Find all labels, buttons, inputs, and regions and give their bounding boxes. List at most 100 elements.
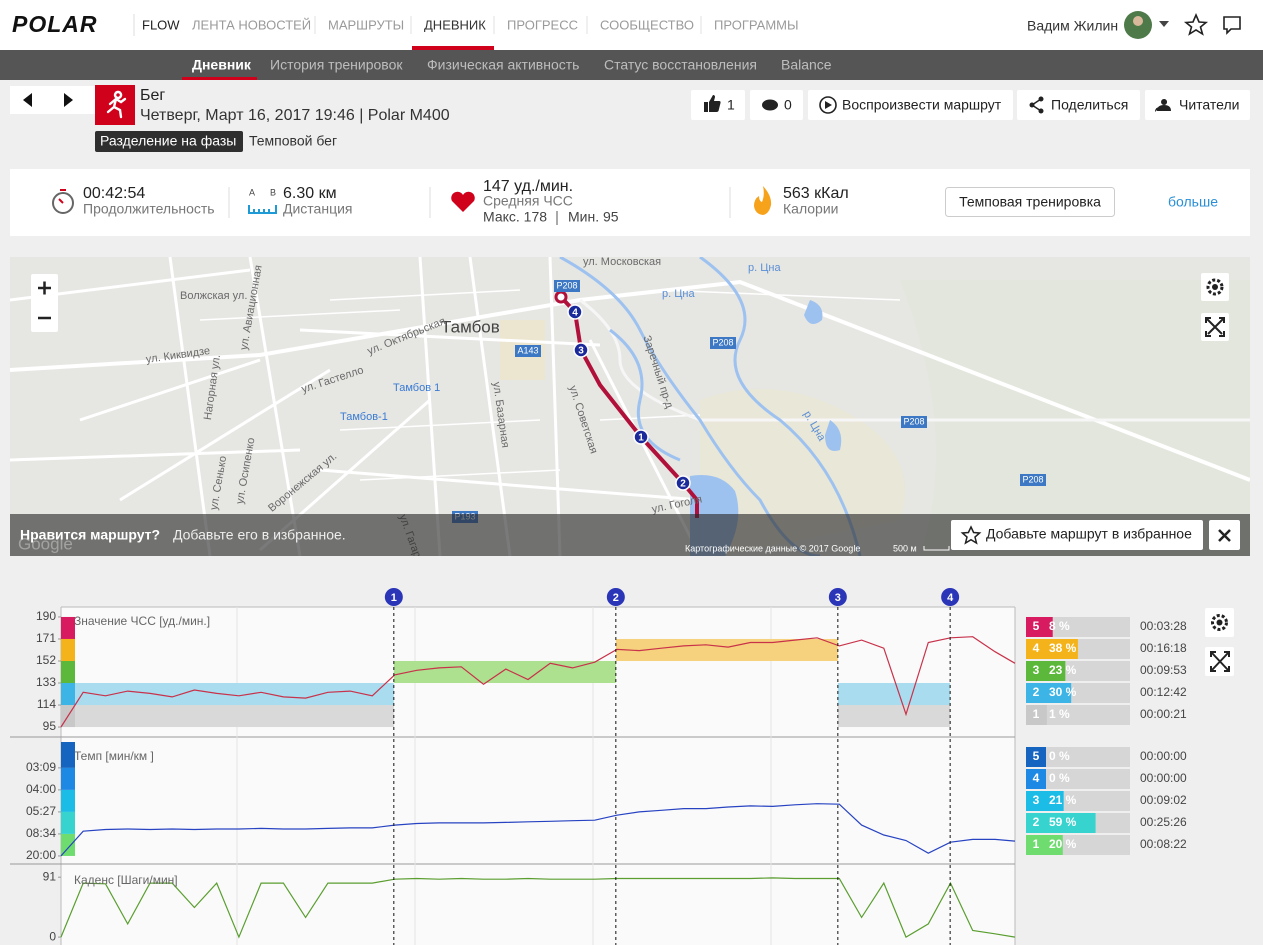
stopwatch-hand [58, 189, 66, 204]
messages-icon[interactable] [1223, 16, 1241, 35]
lap-label: 4 [947, 592, 954, 604]
readers-icon [1155, 99, 1171, 112]
sub-bar [0, 50, 1263, 80]
zone-strip [61, 683, 75, 706]
more-link[interactable]: больше [1168, 194, 1218, 210]
lap-marker[interactable] [384, 588, 403, 606]
fullscreen-icon [1205, 317, 1225, 337]
share-dot [1038, 108, 1044, 114]
road-badge [515, 345, 541, 357]
subnav-item[interactable]: Balance [781, 57, 832, 73]
roads [10, 257, 1250, 556]
zone-strip [61, 811, 75, 834]
zone-time: 00:16:18 [1140, 641, 1187, 655]
forest-area [900, 280, 1250, 556]
zone-time: 00:00:21 [1140, 707, 1187, 721]
nav-item-active[interactable]: ДНЕВНИК [424, 17, 486, 32]
zone-strip [61, 767, 75, 790]
user-name[interactable]: Вадим Жилин [1027, 18, 1118, 34]
zone-bar [1046, 705, 1047, 725]
play-icon [819, 96, 837, 114]
distance-label: Дистанция [283, 201, 353, 217]
zoom-in[interactable] [38, 281, 51, 295]
zone-bar [1046, 835, 1063, 855]
station-label: Тамбов-1 [340, 411, 388, 423]
favorite-button[interactable] [951, 520, 1203, 550]
logo[interactable]: POLAR [12, 11, 98, 37]
gear-center [1216, 619, 1223, 626]
active-underline [182, 77, 257, 80]
calories-label: Калории [783, 201, 838, 217]
zone-number-cell [1026, 769, 1046, 789]
zone-bar [1046, 813, 1096, 833]
chart-title: Каденс [Шаги/мин] [74, 873, 178, 887]
zone-number-cell [1026, 683, 1046, 703]
avatar-face [1133, 16, 1143, 26]
target-label: Темповая тренировка [959, 194, 1101, 210]
subnav-item[interactable]: Физическая активность [427, 57, 579, 73]
heart-rate-label: Средняя ЧСС [483, 193, 573, 209]
next-button[interactable] [64, 93, 73, 107]
caret[interactable] [1159, 21, 1169, 27]
target-zone [837, 705, 951, 728]
lap-marker[interactable] [633, 429, 649, 445]
zone-bar-bg [1046, 661, 1130, 681]
lap-marker[interactable] [567, 304, 583, 320]
zone-number-cell [1026, 617, 1046, 637]
target-button[interactable] [945, 187, 1115, 217]
subnav-item[interactable]: История тренировок [270, 57, 403, 73]
street-label: Волжская ул. [180, 290, 247, 302]
zone-strip [61, 638, 75, 661]
road-badge [710, 337, 736, 349]
river-label: р. Цна [662, 288, 695, 300]
road-label: P208 [556, 280, 577, 290]
favorites-icon[interactable] [1183, 12, 1209, 36]
subnav-item-active[interactable]: Дневник [192, 57, 252, 73]
lap-marker[interactable] [606, 588, 625, 606]
nav-item[interactable]: МАРШРУТЫ [328, 17, 404, 32]
lap-marker[interactable] [675, 475, 691, 491]
zone-time: 00:12:42 [1140, 685, 1187, 699]
lap-marker[interactable] [941, 588, 960, 606]
pager [10, 86, 95, 114]
phase-tag[interactable]: Разделение на фазы [100, 133, 236, 149]
lap-marker[interactable] [828, 588, 847, 606]
replay-button[interactable] [808, 90, 1013, 120]
zone-strip [61, 616, 75, 639]
duration: 00:42:54 [83, 185, 145, 202]
nav-item[interactable]: ПРОГРЕСС [507, 17, 578, 32]
zone-time: 00:03:28 [1140, 619, 1187, 633]
calories: 563 кКал [783, 185, 849, 202]
zone-percent: 0 % [1049, 771, 1070, 785]
zone-number-cell [1026, 791, 1046, 811]
lap-marker-label: 2 [680, 479, 686, 490]
zone-percent: 21 % [1049, 793, 1077, 807]
zone-bar [1046, 617, 1053, 637]
nav-item[interactable]: СООБЩЕСТВО [600, 17, 694, 32]
zone-percent: 0 % [1049, 749, 1070, 763]
like-count: 1 [727, 97, 735, 113]
subnav-item[interactable]: Статус восстановления [604, 57, 757, 73]
y-tick-label: 0 [49, 929, 56, 943]
share-dot [1038, 96, 1044, 102]
lap-marker[interactable] [573, 342, 589, 358]
map-attribution: Картографические данные © 2017 Google [685, 543, 860, 553]
y-tick-label: 133 [36, 675, 56, 689]
readers-button[interactable] [1145, 90, 1250, 120]
road-label: P208 [712, 337, 733, 347]
nav-item[interactable]: ЛЕНТА НОВОСТЕЙ [192, 17, 311, 32]
lap-label: 3 [835, 592, 841, 604]
map[interactable]: 1 2 3 4 Тамбов ул. Московская Волжская у… [10, 256, 1250, 578]
chart-title: Значение ЧСС [уд./мин.] [74, 614, 210, 628]
share-button[interactable] [1017, 90, 1140, 120]
flow-label: FLOW [142, 17, 180, 32]
gear-icon [1211, 614, 1228, 631]
google-logo: Google [18, 534, 73, 553]
previous-button[interactable] [23, 93, 32, 107]
y-tick-label: 114 [37, 697, 56, 711]
phase-tag-bg [95, 131, 243, 152]
y-tick-label: 171 [36, 631, 56, 645]
nav-item[interactable]: ПРОГРАММЫ [714, 17, 799, 32]
city-label: Тамбов [441, 317, 500, 336]
workout-date: Четверг, Март 16, 2017 19:46 | Polar M40… [140, 107, 450, 124]
